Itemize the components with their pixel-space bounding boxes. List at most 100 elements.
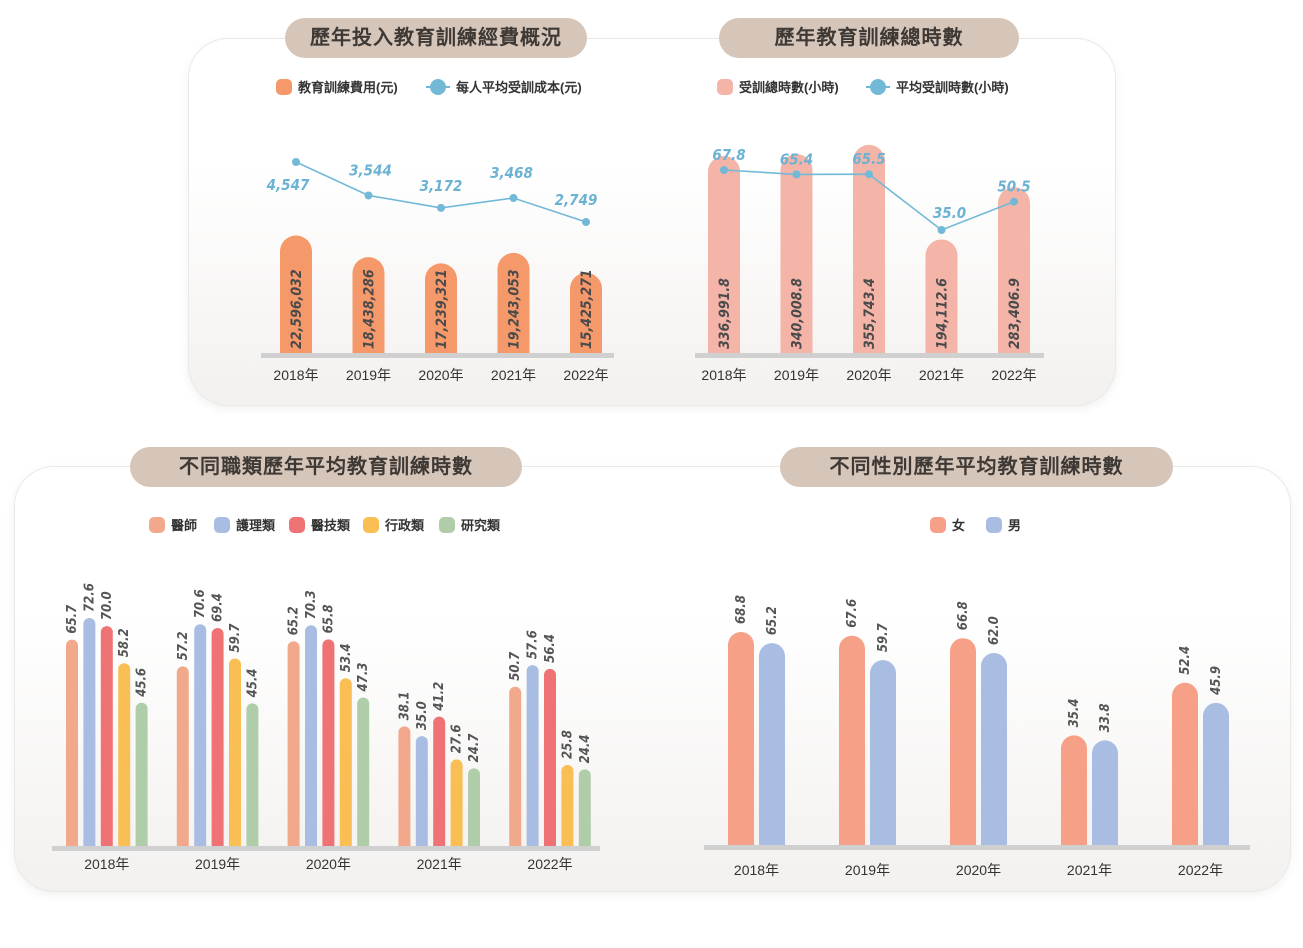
job-bar — [526, 665, 539, 846]
job-bar — [468, 768, 480, 846]
chart-title-hours: 歷年教育訓練總時數 — [719, 18, 1019, 58]
hours-bar-label: 340,008.8 — [790, 278, 806, 349]
cost-bar — [280, 235, 312, 353]
gender-legend-0-label: 女 — [952, 518, 965, 533]
gender-bar — [950, 638, 976, 845]
job-bar-label: 57.6 — [526, 630, 541, 659]
job-bar-label: 45.6 — [135, 668, 150, 697]
cost-line-label: 3,468 — [490, 164, 533, 182]
job-legend-3-label: 行政類 — [384, 518, 425, 533]
job-bar-label: 58.2 — [117, 628, 132, 657]
gender-tick-label: 2022年 — [1178, 862, 1223, 878]
hours-line-point — [1010, 197, 1018, 206]
hours-bar-label: 355,743.4 — [862, 278, 878, 349]
hours-line-label: 65.5 — [852, 150, 885, 168]
gender-legend-1-label: 男 — [1008, 518, 1021, 533]
hours-x-axis — [695, 353, 1044, 358]
job-bar — [229, 658, 241, 846]
job-bar-label: 24.7 — [467, 733, 482, 763]
cost-bar — [425, 263, 457, 353]
job-tick-label: 2020年 — [306, 856, 351, 872]
hours-tick-label: 2020年 — [846, 367, 891, 383]
hours-line-label: 35.0 — [933, 204, 966, 222]
job-bar — [561, 764, 574, 846]
job-bar-label: 27.6 — [450, 724, 465, 753]
job-legend-3-swatch — [363, 517, 379, 533]
gender-bar-label: 68.8 — [734, 595, 749, 624]
gender-bar — [759, 643, 785, 845]
cost-bar — [497, 252, 530, 353]
cost-legend-line-swatch — [430, 79, 446, 95]
gender-legend-0-swatch — [930, 517, 946, 533]
hours-line-label: 65.4 — [780, 150, 813, 168]
job-bar — [194, 624, 207, 846]
gender-bar-label: 66.8 — [956, 601, 971, 630]
cost-tick-label: 2019年 — [346, 367, 391, 383]
gender-bar — [728, 632, 754, 845]
job-bar — [246, 703, 259, 846]
hours-line-label: 67.8 — [712, 146, 745, 164]
job-bar — [544, 668, 556, 846]
hours-bar-label: 336,991.8 — [717, 278, 733, 349]
cost-line-point — [582, 218, 590, 226]
job-bar — [66, 639, 78, 846]
job-bar-label: 65.2 — [287, 606, 302, 635]
job-bar — [415, 736, 428, 846]
job-bar-label: 65.8 — [321, 604, 336, 633]
cost-bar-label: 18,438,286 — [362, 269, 378, 349]
cost-bar-label: 17,239,321 — [434, 269, 450, 349]
gender-legend-1-swatch — [986, 517, 1002, 533]
hours-legend-line-label: 平均受訓時數(小時) — [896, 80, 1009, 95]
gender-bar-label: 62.0 — [987, 616, 1002, 645]
chart-title-gender: 不同性別歷年平均教育訓練時數 — [780, 447, 1173, 487]
job-bar — [100, 626, 113, 846]
hours-line-point — [720, 166, 728, 174]
gender-bar-label: 67.6 — [845, 599, 860, 628]
job-bar-label: 69.4 — [211, 593, 226, 622]
gender-bar — [839, 635, 865, 845]
job-bar — [118, 663, 131, 846]
job-bar — [287, 641, 300, 846]
job-tick-label: 2019年 — [195, 856, 240, 872]
job-bar — [357, 697, 370, 846]
gender-bar-label: 65.2 — [765, 606, 780, 635]
cost-line-point — [364, 191, 373, 200]
cost-bar — [352, 257, 385, 353]
job-bar-label: 50.7 — [508, 651, 523, 681]
job-bar — [578, 769, 591, 846]
job-bar — [509, 686, 522, 846]
job-bar — [433, 716, 446, 846]
hours-legend-bar-swatch — [717, 79, 733, 95]
gender-tick-label: 2020年 — [956, 862, 1001, 878]
cost-line-point — [292, 158, 300, 166]
job-bar-label: 70.3 — [304, 590, 319, 619]
chart-title-cost: 歷年投入教育訓練經費概況 — [285, 18, 587, 58]
cost-tick-label: 2021年 — [491, 367, 536, 383]
job-bar — [322, 639, 335, 846]
job-tick-label: 2021年 — [417, 856, 462, 872]
job-bar-label: 35.0 — [415, 701, 430, 730]
job-bar-label: 38.1 — [397, 691, 412, 720]
gender-tick-label: 2018年 — [734, 862, 779, 878]
hours-bar — [780, 154, 813, 353]
job-legend-4-label: 研究類 — [461, 518, 501, 533]
job-bar — [176, 666, 189, 846]
cost-x-axis — [261, 353, 614, 358]
hours-bar — [925, 239, 958, 353]
job-bar — [339, 678, 352, 846]
job-bar — [211, 628, 224, 846]
gender-x-axis — [704, 845, 1250, 850]
hours-bar-label: 194,112.6 — [935, 278, 951, 349]
cost-bar-label: 19,243,053 — [507, 269, 523, 349]
job-tick-label: 2022年 — [527, 856, 572, 872]
cost-tick-label: 2022年 — [563, 367, 608, 383]
hours-line-point — [937, 226, 946, 234]
gender-bar-label: 33.8 — [1098, 703, 1113, 732]
cost-line-label: 3,544 — [349, 161, 392, 179]
job-bar-label: 57.2 — [176, 632, 191, 661]
cost-line-label: 4,547 — [267, 176, 310, 194]
job-tick-label: 2018年 — [84, 856, 129, 872]
gender-bar — [1092, 740, 1118, 845]
cost-tick-label: 2020年 — [418, 367, 463, 383]
job-bar — [450, 759, 463, 846]
